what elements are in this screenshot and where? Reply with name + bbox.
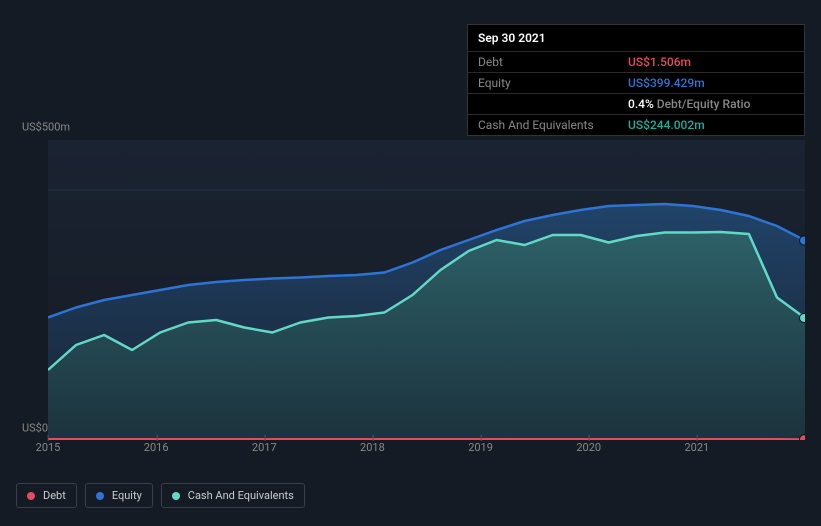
tooltip-row-value: US$399.429m: [628, 76, 705, 90]
tooltip-row-value: 0.4% Debt/Equity Ratio: [628, 97, 750, 111]
legend-dot-icon: [96, 492, 104, 500]
series-end-marker: [800, 314, 806, 323]
tooltip-row: Cash And EquivalentsUS$244.002m: [468, 115, 804, 135]
series-end-marker: [800, 236, 806, 245]
x-axis-tick: 2017: [252, 441, 277, 454]
chart-legend: Debt Equity Cash And Equivalents: [16, 483, 305, 508]
tooltip-row: DebtUS$1.506m: [468, 52, 804, 73]
tooltip-row-label: Debt: [478, 55, 628, 69]
x-axis-tick: 2020: [576, 441, 601, 454]
tooltip-row-label: Cash And Equivalents: [478, 118, 628, 132]
tooltip-row-value: US$1.506m: [628, 55, 691, 69]
legend-item[interactable]: Equity: [85, 483, 153, 508]
financial-chart: Sep 30 2021 DebtUS$1.506mEquityUS$399.42…: [0, 0, 821, 526]
tooltip-row: 0.4% Debt/Equity Ratio: [468, 94, 804, 115]
x-axis-tick: 2021: [684, 441, 709, 454]
x-axis-tick: 2015: [36, 441, 61, 454]
legend-label: Cash And Equivalents: [188, 489, 294, 502]
legend-item[interactable]: Debt: [16, 483, 77, 508]
chart-tooltip: Sep 30 2021 DebtUS$1.506mEquityUS$399.42…: [467, 24, 805, 136]
chart-plot[interactable]: [48, 140, 805, 440]
tooltip-row-value: US$244.002m: [628, 118, 705, 132]
tooltip-row: EquityUS$399.429m: [468, 73, 804, 94]
legend-dot-icon: [172, 492, 180, 500]
y-axis-tick-500: US$500m: [22, 121, 70, 134]
x-axis: 2015 2016 2017 2018 2019 2020 2021: [16, 441, 805, 461]
x-axis-tick: 2019: [468, 441, 493, 454]
x-axis-tick: 2018: [360, 441, 385, 454]
y-axis-tick-0: US$0: [22, 422, 48, 435]
legend-label: Equity: [112, 489, 142, 502]
tooltip-row-label: [478, 97, 628, 111]
legend-item[interactable]: Cash And Equivalents: [161, 483, 305, 508]
legend-dot-icon: [27, 492, 35, 500]
tooltip-row-label: Equity: [478, 76, 628, 90]
x-axis-tick: 2016: [144, 441, 169, 454]
tooltip-date: Sep 30 2021: [468, 25, 804, 52]
legend-label: Debt: [43, 489, 66, 502]
